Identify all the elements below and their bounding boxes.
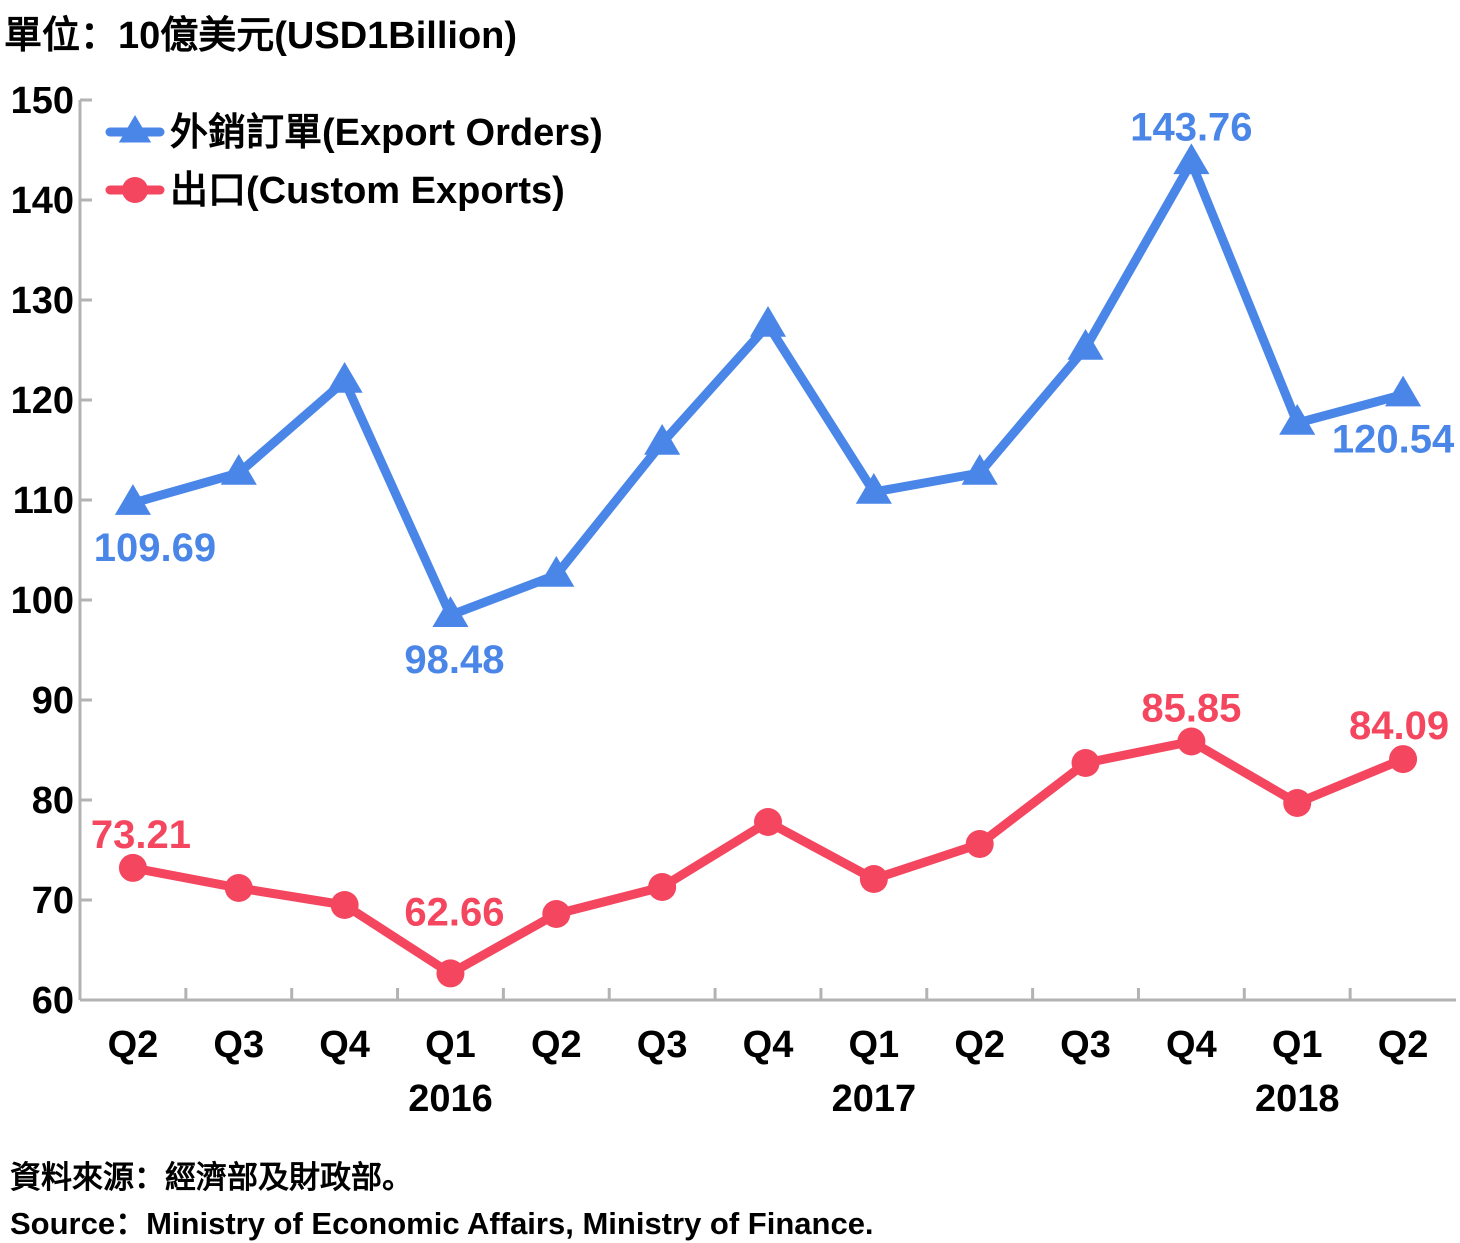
- export-orders-point: [326, 362, 363, 393]
- export-orders-point: [538, 556, 575, 587]
- custom-exports-point: [859, 865, 888, 893]
- custom-exports-point: [754, 808, 782, 836]
- source-note-en: Source：Ministry of Economic Affairs, Min…: [10, 1206, 874, 1241]
- x-tick-label: Q1: [1272, 1024, 1323, 1066]
- x-tick-label: Q1: [848, 1024, 899, 1066]
- custom-exports-point: [330, 891, 359, 919]
- x-tick-label: Q2: [1378, 1024, 1429, 1066]
- y-tick-label: 130: [11, 280, 74, 322]
- y-tick-label: 140: [11, 180, 74, 222]
- series-layer: [114, 143, 1422, 988]
- y-tick-label: 80: [32, 780, 74, 822]
- y-tick-label: 70: [32, 880, 74, 922]
- custom-exports-point: [1177, 727, 1206, 756]
- x-tick-label: Q2: [108, 1024, 159, 1066]
- custom-exports-point: [436, 959, 465, 988]
- year-label: 2018: [1255, 1078, 1340, 1120]
- custom-exports-point: [1389, 745, 1418, 774]
- source-note-zh: 資料來源：經濟部及財政部。: [10, 1160, 413, 1195]
- export-orders-data-label: 109.69: [94, 526, 216, 570]
- export-orders-point: [644, 424, 681, 455]
- unit-label: 單位：10億美元(USD1Billion): [4, 15, 518, 57]
- x-tick-label: Q3: [213, 1024, 264, 1066]
- custom-exports-point: [1071, 749, 1100, 777]
- x-tick-label: Q3: [1060, 1024, 1111, 1066]
- x-tick-label: Q4: [743, 1024, 794, 1066]
- custom-exports-line: [128, 737, 1408, 978]
- custom-exports-point: [118, 853, 147, 882]
- axes: 60 70 80 90 100 110 120 130 140 150 Q2 Q3 Q4 Q1 Q2 Q3 Q4…: [11, 80, 1456, 1120]
- export-orders-data-label: 98.48: [404, 638, 504, 682]
- year-label: 2017: [832, 1078, 917, 1120]
- data-labels: 109.69 98.48 143.76 120.54 73.21 62.66 85.85 84…: [91, 105, 1455, 934]
- y-tick-label: 100: [11, 580, 74, 622]
- export-orders-point: [1173, 143, 1210, 175]
- legend-circle-marker: [122, 177, 148, 203]
- y-tick-label: 110: [13, 480, 74, 522]
- export-orders-point: [855, 473, 892, 504]
- legend-label: 外銷訂單(Export Orders): [170, 112, 603, 154]
- x-tick-label: Q4: [1166, 1024, 1217, 1066]
- line-chart: 60 70 80 90 100 110 120 130 140 150 Q2 Q3 Q4 Q1 Q2 Q3 Q4…: [11, 80, 1456, 1120]
- legend-triangle-marker: [118, 115, 152, 143]
- x-tick-label: Q1: [425, 1024, 476, 1066]
- export-orders-point: [1385, 375, 1422, 407]
- x-tick-label: Q2: [531, 1024, 582, 1066]
- custom-exports-point: [648, 873, 677, 901]
- custom-exports-point: [1283, 789, 1312, 817]
- x-tick-label: Q4: [319, 1024, 370, 1066]
- custom-exports-point: [965, 830, 994, 858]
- x-tick-label: Q2: [954, 1024, 1005, 1066]
- y-tick-label: 150: [11, 80, 74, 122]
- custom-exports-point: [224, 874, 253, 902]
- x-tick-label: Q3: [637, 1024, 688, 1066]
- year-label: 2016: [408, 1078, 493, 1120]
- export-orders-point: [961, 454, 998, 485]
- export-orders-point: [432, 596, 469, 627]
- legend: 外銷訂單(Export Orders) 出口(Custom Exports): [105, 112, 603, 212]
- export-orders-point: [1279, 404, 1316, 435]
- export-orders-point: [1067, 329, 1104, 360]
- custom-exports-data-label: 85.85: [1141, 687, 1241, 731]
- custom-exports-data-label: 84.09: [1349, 704, 1449, 748]
- export-orders-line: [128, 157, 1408, 620]
- export-orders-point: [749, 306, 787, 337]
- custom-exports-point: [542, 900, 571, 928]
- legend-label: 出口(Custom Exports): [170, 170, 565, 212]
- export-orders-point: [114, 484, 151, 515]
- y-tick-label: 90: [32, 680, 74, 722]
- custom-exports-data-label: 62.66: [404, 890, 504, 934]
- export-orders-data-label: 143.76: [1130, 105, 1252, 149]
- export-orders-data-label: 120.54: [1332, 418, 1455, 462]
- export-orders-point: [220, 454, 257, 485]
- y-tick-label: 60: [32, 980, 74, 1022]
- y-tick-label: 120: [11, 380, 74, 422]
- custom-exports-data-label: 73.21: [91, 813, 191, 857]
